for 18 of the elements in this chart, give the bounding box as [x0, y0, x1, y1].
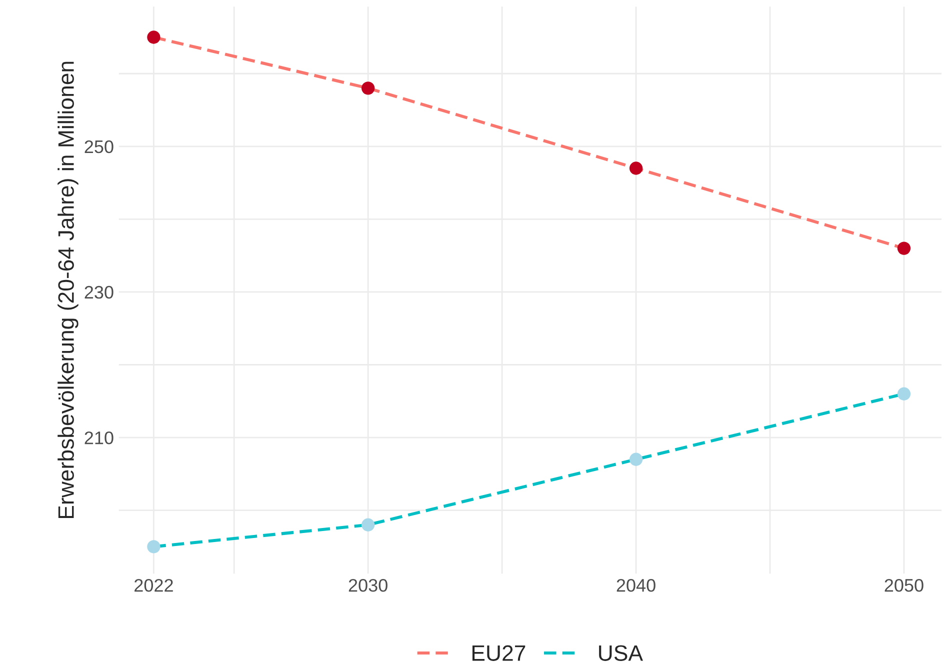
- x-tick-label: 2040: [616, 578, 656, 592]
- x-tick-label: 2050: [884, 578, 924, 592]
- point: [629, 162, 643, 175]
- point: [897, 242, 911, 255]
- legend-label: USA: [599, 645, 643, 661]
- legend-label: EU27: [472, 645, 526, 661]
- point: [361, 518, 375, 532]
- point: [147, 540, 160, 554]
- point: [361, 82, 375, 95]
- y-tick-label: 250: [84, 140, 114, 154]
- point: [147, 30, 160, 44]
- x-tick-label: 2022: [134, 578, 173, 592]
- y-tick-label: 210: [84, 431, 114, 444]
- x-tick-label: 2030: [348, 578, 388, 592]
- point: [629, 452, 643, 466]
- point: [897, 387, 911, 400]
- y-tick-label: 230: [84, 286, 114, 299]
- y-axis-title: Erwerbsbevölkerung (20-64 Jahre) in Millionen: [58, 62, 78, 518]
